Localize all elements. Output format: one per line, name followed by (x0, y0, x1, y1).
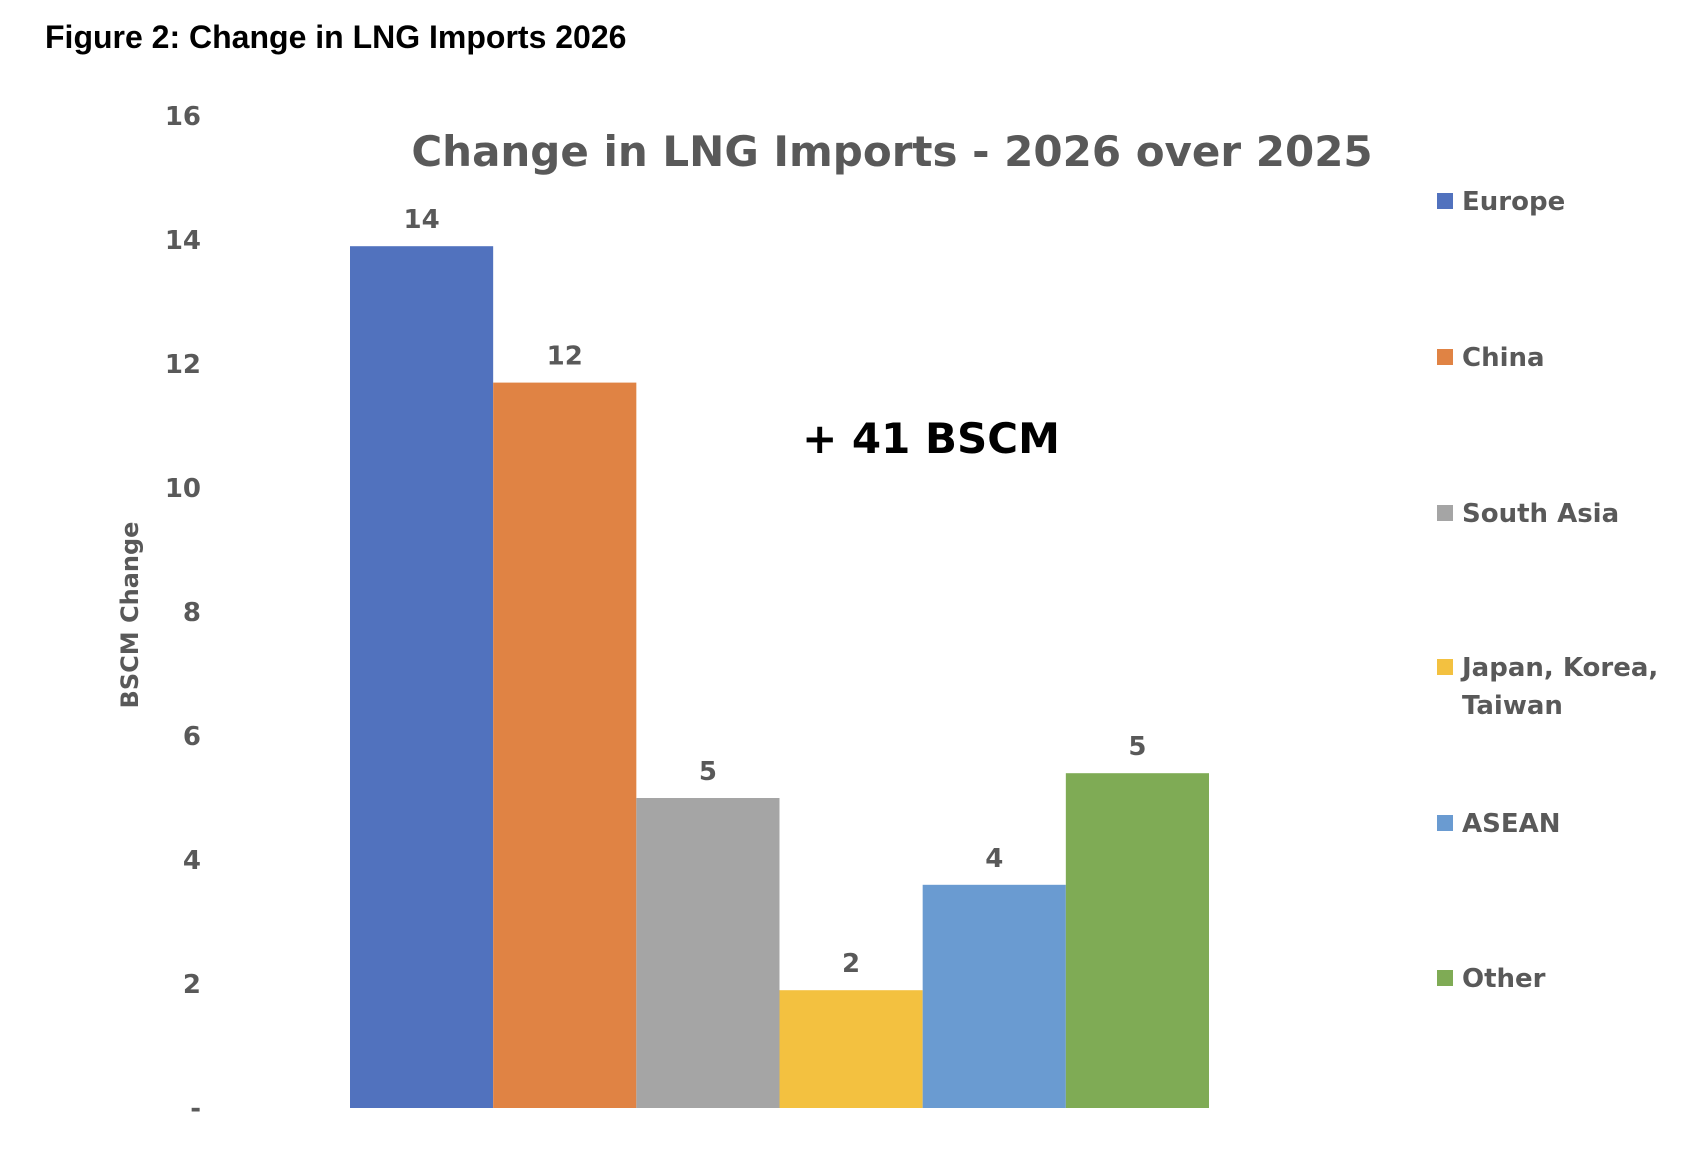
legend-label: South Asia (1462, 499, 1619, 529)
bar-europe (350, 246, 494, 1108)
legend-swatch (1437, 193, 1453, 209)
data-label: 4 (985, 844, 1003, 874)
legend-swatch (1437, 970, 1453, 986)
y-tick-label: 14 (165, 226, 201, 256)
legend-item: Europe (1437, 187, 1565, 217)
legend-item: ASEAN (1437, 809, 1561, 839)
y-tick-label: 6 (183, 722, 201, 752)
legend-label: ASEAN (1462, 809, 1561, 839)
bar-china (493, 382, 637, 1109)
legend-label: Taiwan (1462, 691, 1563, 721)
bar-japan-korea-taiwan (779, 990, 923, 1108)
y-tick-label: 10 (165, 474, 201, 504)
legend-label: Europe (1462, 187, 1565, 217)
data-label: 14 (403, 205, 439, 235)
legend-swatch (1437, 349, 1453, 365)
legend-swatch (1437, 659, 1453, 675)
chart-title: Change in LNG Imports - 2026 over 2025 (411, 127, 1372, 176)
y-tick-label: - (190, 1094, 201, 1124)
y-tick-label: 8 (183, 598, 201, 628)
data-label: 5 (1128, 732, 1146, 762)
legend-label: Other (1462, 964, 1546, 994)
bar-south-asia (636, 798, 780, 1108)
data-label: 5 (699, 757, 717, 787)
y-tick-label: 12 (165, 350, 201, 380)
y-tick-label: 4 (183, 846, 201, 876)
legend-swatch (1437, 505, 1453, 521)
data-label: 2 (842, 949, 860, 979)
data-label: 12 (547, 342, 583, 372)
y-tick-label: 2 (183, 970, 201, 1000)
legend-item: South Asia (1437, 499, 1619, 529)
legend-label: Japan, Korea, (1460, 653, 1658, 683)
y-tick-label: 16 (165, 102, 201, 132)
legend-item: Japan, Korea, Taiwan (1437, 653, 1658, 721)
legend-item: China (1437, 343, 1545, 373)
legend-label: China (1462, 343, 1545, 373)
figure-caption: Figure 2: Change in LNG Imports 2026 (45, 19, 626, 55)
legend-swatch (1437, 815, 1453, 831)
bar-other (1065, 773, 1209, 1108)
bar-asean (922, 884, 1066, 1108)
total-annotation: + 41 BSCM (802, 414, 1060, 463)
y-axis-label: BSCM Change (116, 522, 144, 709)
legend-item: Other (1437, 964, 1546, 994)
